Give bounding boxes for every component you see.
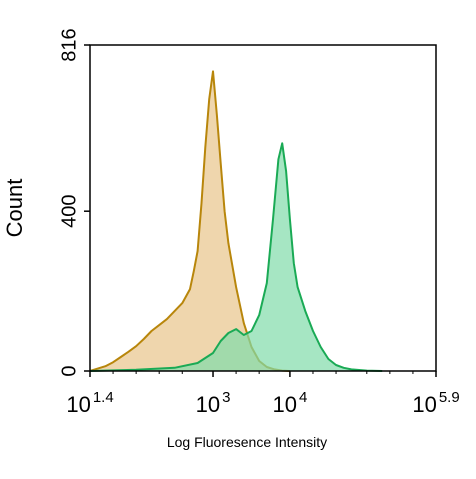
y-axis: 0 400 816 (58, 28, 90, 377)
y-axis-title: Count (2, 179, 27, 238)
y-tick-label: 0 (58, 365, 80, 376)
plot-frame (89, 44, 437, 372)
series-1-area (90, 71, 290, 372)
plot-series (89, 70, 383, 372)
x-tick-label: 10 1.4 (66, 389, 113, 417)
x-axis-title: Log Fluoresence Intensity (167, 434, 327, 450)
y-tick-label: 816 (58, 28, 80, 61)
series-2-line (89, 142, 383, 372)
x-tick-label: 10 4 (272, 389, 307, 417)
x-axis: 10 1.4 10 3 10 4 10 5.9 (66, 371, 460, 417)
series-2-area (90, 143, 383, 371)
x-tick-label: 10 5.9 (412, 389, 459, 417)
x-tick-label: 10 3 (196, 389, 231, 417)
y-tick-label: 400 (58, 195, 80, 228)
